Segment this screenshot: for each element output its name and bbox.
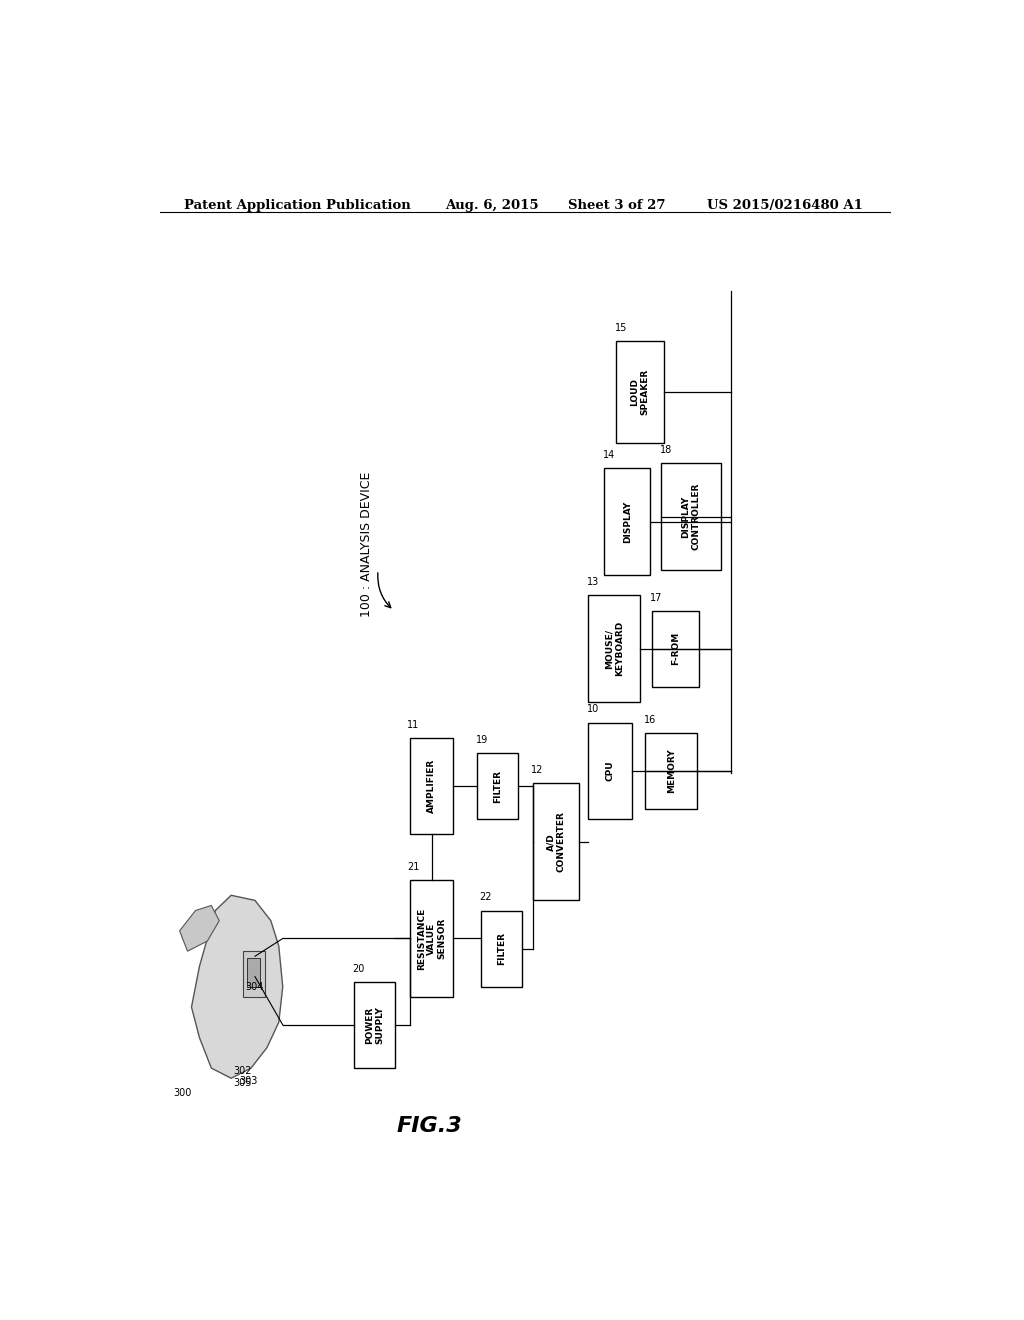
Text: 303: 303 [240,1076,257,1086]
Text: 13: 13 [587,577,599,587]
Text: FIG.3: FIG.3 [396,1115,463,1137]
Text: DISPLAY
CONTROLLER: DISPLAY CONTROLLER [681,483,700,550]
Bar [410,880,454,997]
Text: 22: 22 [479,892,493,903]
Bar [662,463,721,570]
Text: 18: 18 [659,445,672,455]
Text: 300: 300 [173,1089,191,1098]
Bar [616,342,664,444]
Text: 20: 20 [352,964,365,974]
Bar [645,733,697,809]
Text: 16: 16 [644,714,656,725]
Text: LOUD
SPEAKER: LOUD SPEAKER [630,370,649,416]
Text: FILTER: FILTER [494,770,503,803]
Text: AMPLIFIER: AMPLIFIER [427,759,436,813]
Text: 10: 10 [587,705,599,714]
Text: 15: 15 [614,323,627,333]
Bar [477,752,518,818]
Text: MEMORY: MEMORY [667,748,676,793]
Bar [354,982,395,1068]
Text: 305: 305 [233,1078,252,1088]
Text: Patent Application Publication: Patent Application Publication [183,199,411,213]
Polygon shape [191,895,283,1078]
Text: 17: 17 [650,593,663,602]
Bar [588,595,640,702]
Text: MOUSE/
KEYBOARD: MOUSE/ KEYBOARD [604,622,624,676]
Text: 100 : ANALYSIS DEVICE: 100 : ANALYSIS DEVICE [359,473,373,618]
Text: POWER
SUPPLY: POWER SUPPLY [366,1006,384,1044]
Text: 11: 11 [408,719,420,730]
Text: Sheet 3 of 27: Sheet 3 of 27 [568,199,666,213]
Text: 21: 21 [408,862,420,873]
Bar [532,784,579,900]
Text: 302: 302 [233,1067,252,1076]
Text: US 2015/0216480 A1: US 2015/0216480 A1 [708,199,863,213]
Text: 19: 19 [475,735,487,744]
Text: RESISTANCE
VALUE
SENSOR: RESISTANCE VALUE SENSOR [417,907,446,970]
Bar [604,469,650,576]
Bar [410,738,454,834]
Text: FILTER: FILTER [498,932,506,965]
Bar [652,611,699,686]
Text: 12: 12 [531,766,544,775]
Bar [481,911,522,987]
Text: Aug. 6, 2015: Aug. 6, 2015 [445,199,539,213]
Text: 14: 14 [602,450,614,461]
Text: 304: 304 [246,982,264,991]
Text: F-ROM: F-ROM [671,632,680,665]
Text: A/D
CONVERTER: A/D CONVERTER [546,812,565,873]
Polygon shape [179,906,219,952]
Text: CPU: CPU [605,760,614,781]
Bar [588,722,632,818]
Text: DISPLAY: DISPLAY [623,500,632,543]
Bar [247,958,260,987]
Bar [243,952,265,997]
